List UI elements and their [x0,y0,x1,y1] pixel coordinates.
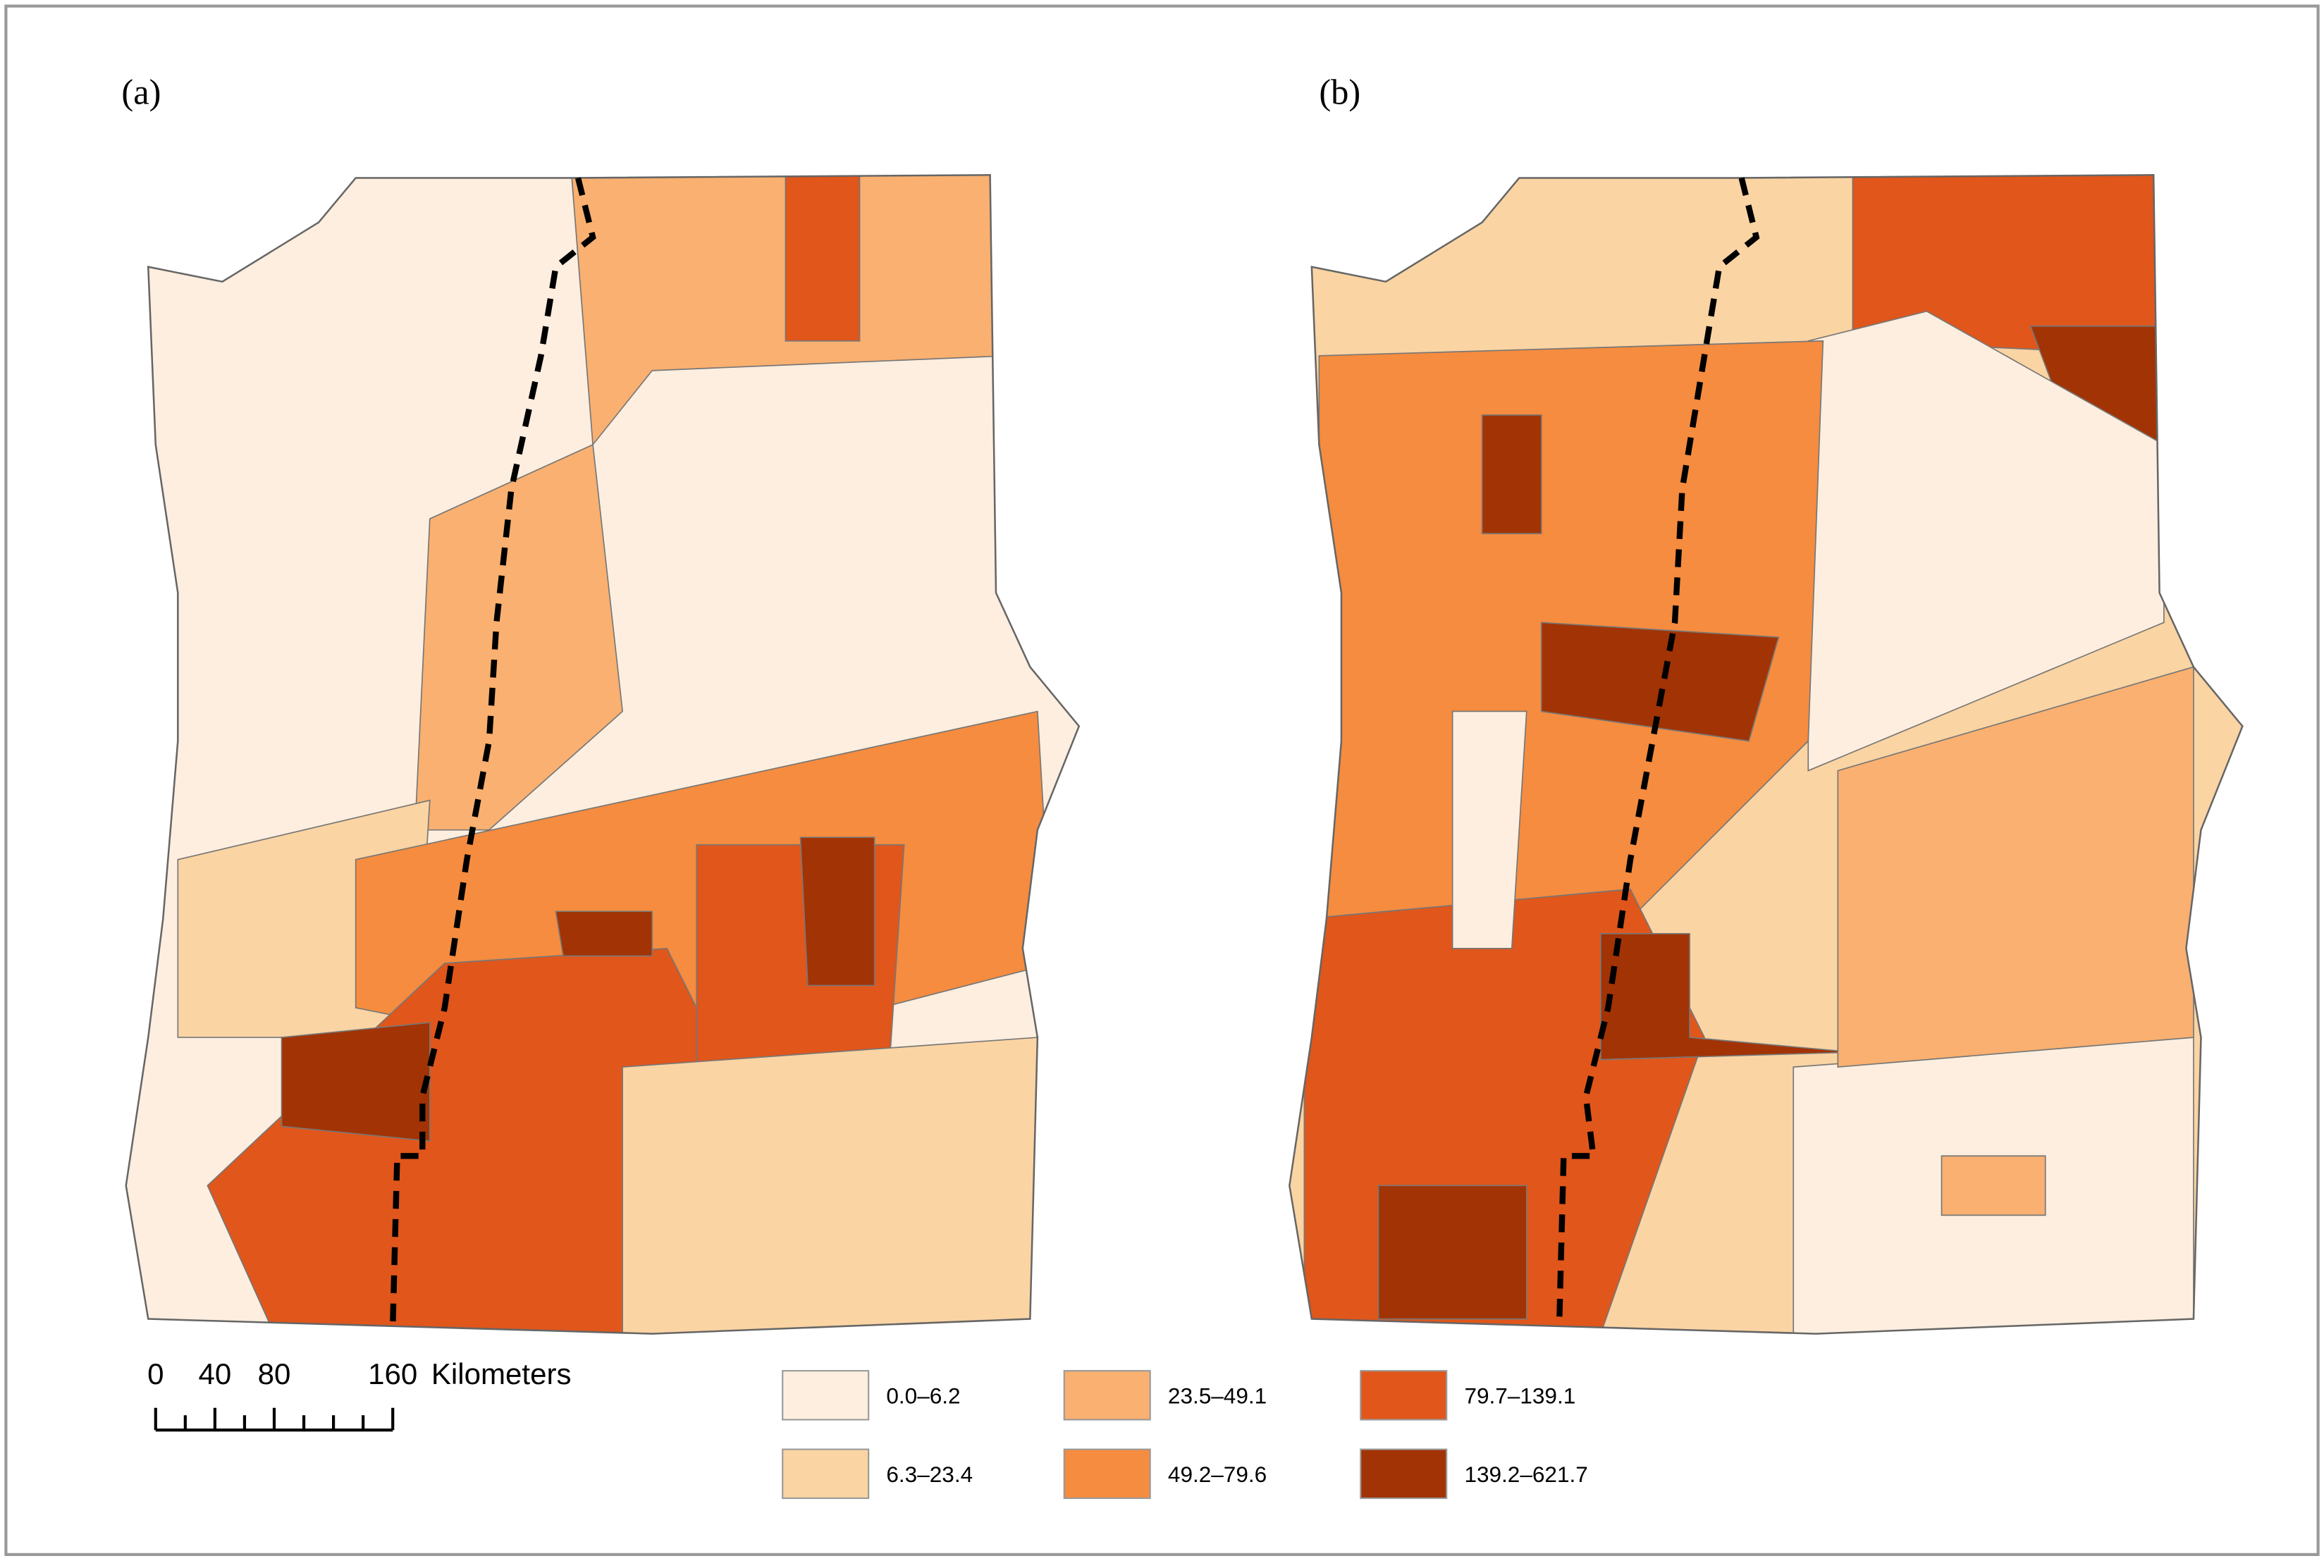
legend-label: 79.7–139.1 [1464,1383,1575,1408]
legend-label: 0.0–6.2 [886,1383,960,1408]
scale-label: 80 [258,1357,291,1390]
panel-label: (b) [1319,72,1360,111]
scale-unit: Kilometers [431,1357,572,1390]
panel-label: (a) [121,72,161,111]
scale-label: 0 [147,1357,164,1390]
legend-swatch [1063,1448,1151,1500]
legend-label: 23.5–49.1 [1168,1383,1267,1408]
scale-label: 160 [368,1357,417,1390]
legend-swatch [1360,1448,1448,1500]
legend-label: 139.2–621.7 [1464,1462,1587,1487]
scale-bar: 0 40 80 160 Kilometers [147,1357,572,1432]
legend-label: 6.3–23.4 [886,1462,973,1487]
legend-swatch [1360,1370,1448,1421]
legend-swatch [1063,1370,1151,1421]
legend-label: 49.2–79.6 [1168,1462,1267,1487]
map-a [125,175,1079,1334]
scale-label: 40 [198,1357,231,1390]
map-b-outline [1289,174,2244,1335]
map-b [1289,175,2243,1334]
legend-swatch [782,1370,870,1421]
legend-swatch [782,1448,870,1500]
